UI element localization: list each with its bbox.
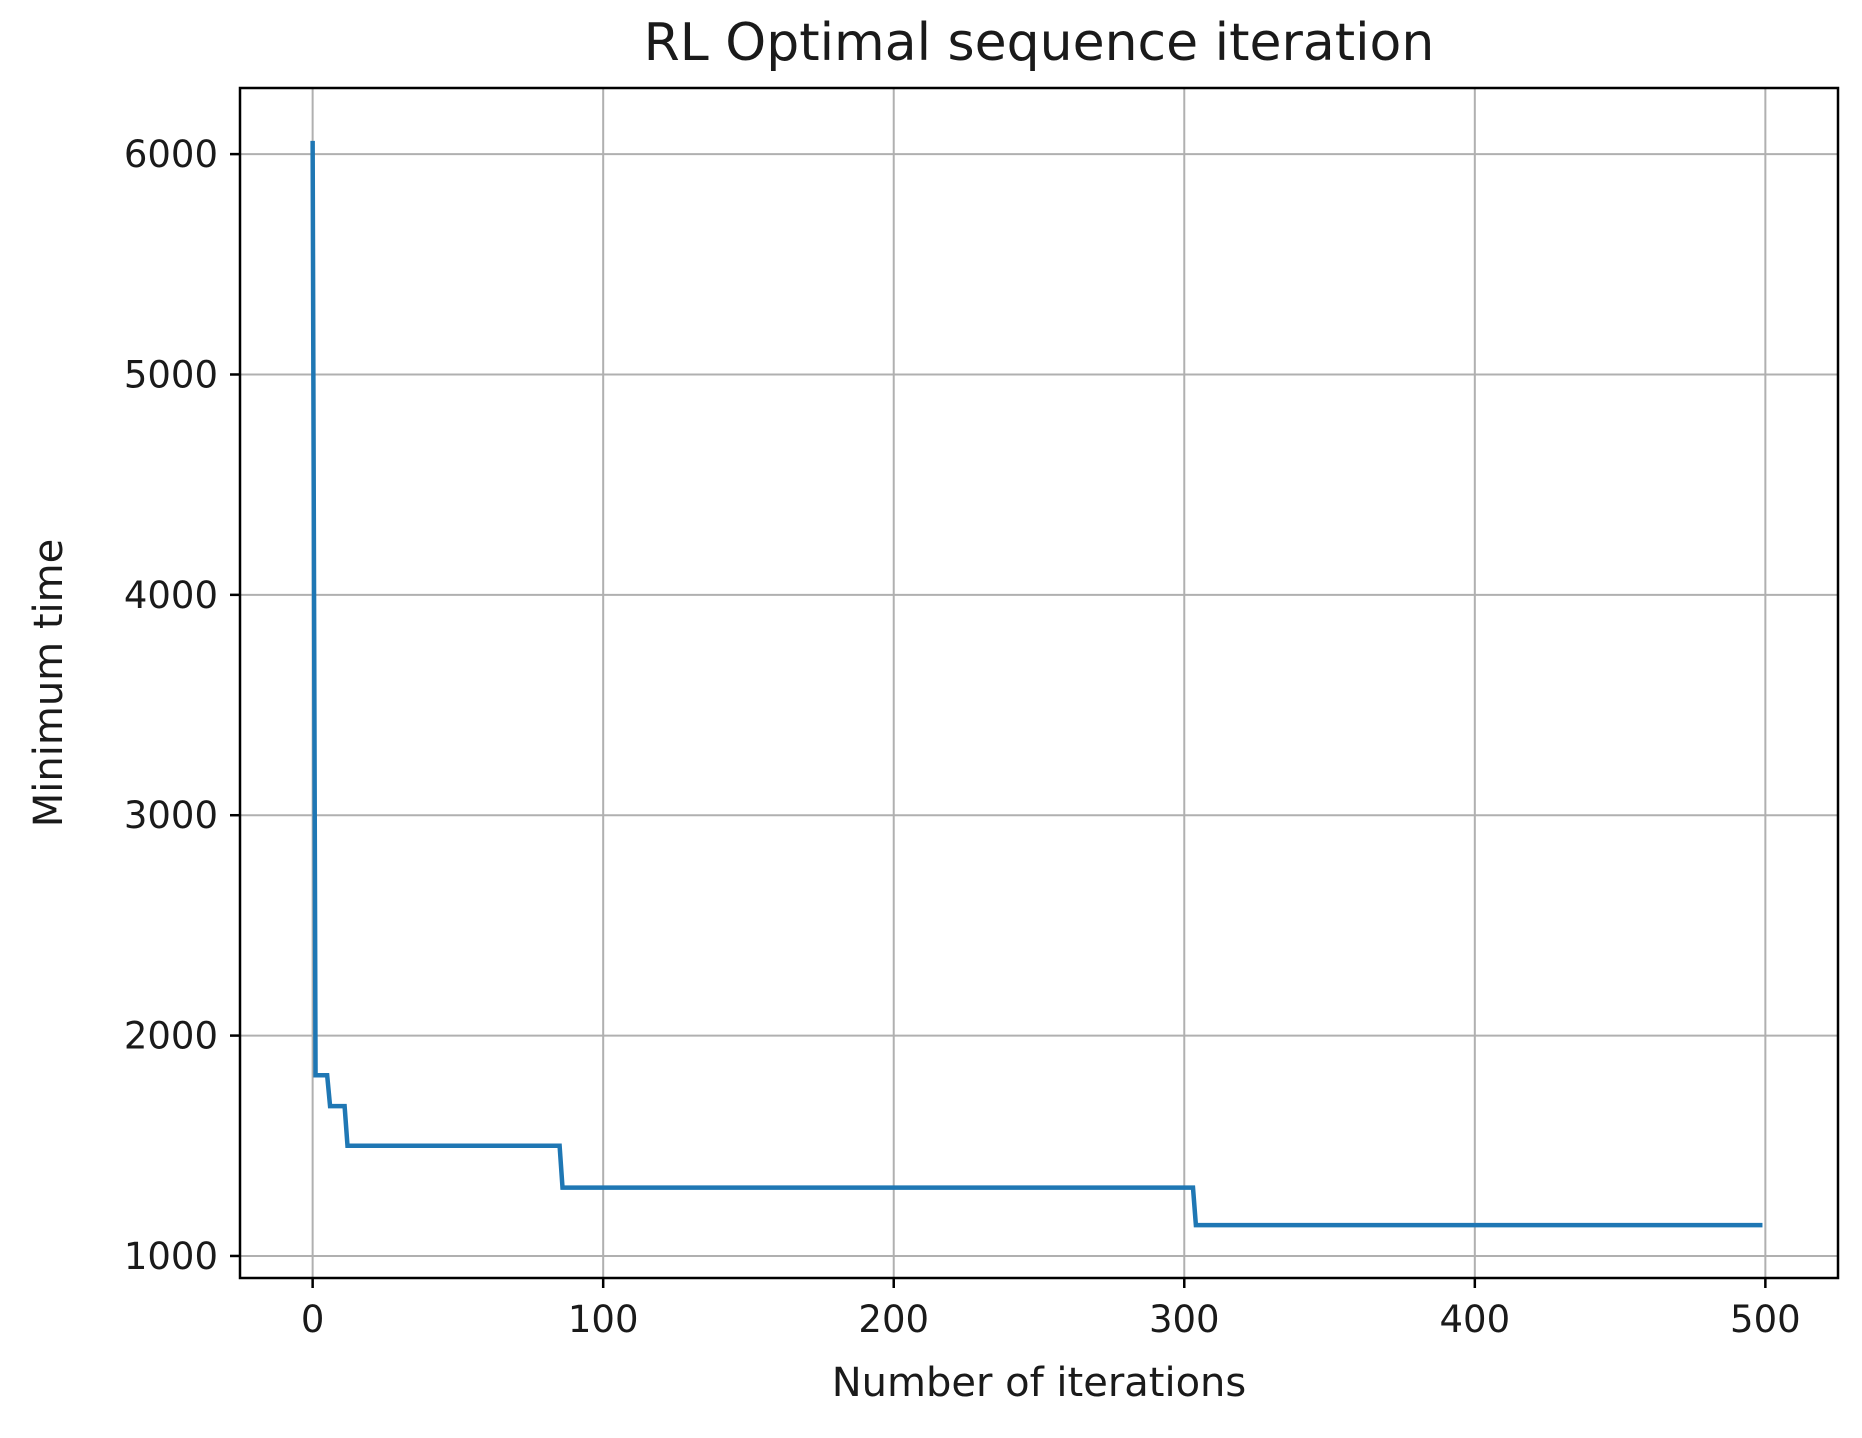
- y-axis-ticks: 1000 2000 3000 4000 5000 6000: [124, 133, 240, 1278]
- x-tick-label: 0: [301, 1298, 325, 1341]
- plot-frame: [238, 86, 1840, 1280]
- x-axis-label: Number of iterations: [832, 1360, 1247, 1406]
- series-line: [310, 140, 1763, 1228]
- y-tick-label: 6000: [124, 133, 218, 176]
- chart-title: RL Optimal sequence iteration: [644, 13, 1435, 73]
- y-tick-label: 1000: [124, 1235, 218, 1278]
- series-layer: [310, 140, 1763, 1228]
- x-tick-label: 300: [1149, 1298, 1220, 1341]
- x-tick-label: 500: [1730, 1298, 1801, 1341]
- x-tick-label: 100: [568, 1298, 639, 1341]
- x-axis-ticks: 0 100 200 300 400 500: [301, 1278, 1801, 1341]
- y-tick-label: 2000: [124, 1015, 218, 1058]
- y-tick-label: 4000: [124, 574, 218, 617]
- y-axis-label: Minimum time: [26, 539, 72, 827]
- x-tick-label: 200: [858, 1298, 929, 1341]
- grid: [240, 88, 1838, 1278]
- y-tick-label: 5000: [124, 353, 218, 396]
- y-tick-label: 3000: [124, 794, 218, 837]
- x-tick-label: 400: [1440, 1298, 1511, 1341]
